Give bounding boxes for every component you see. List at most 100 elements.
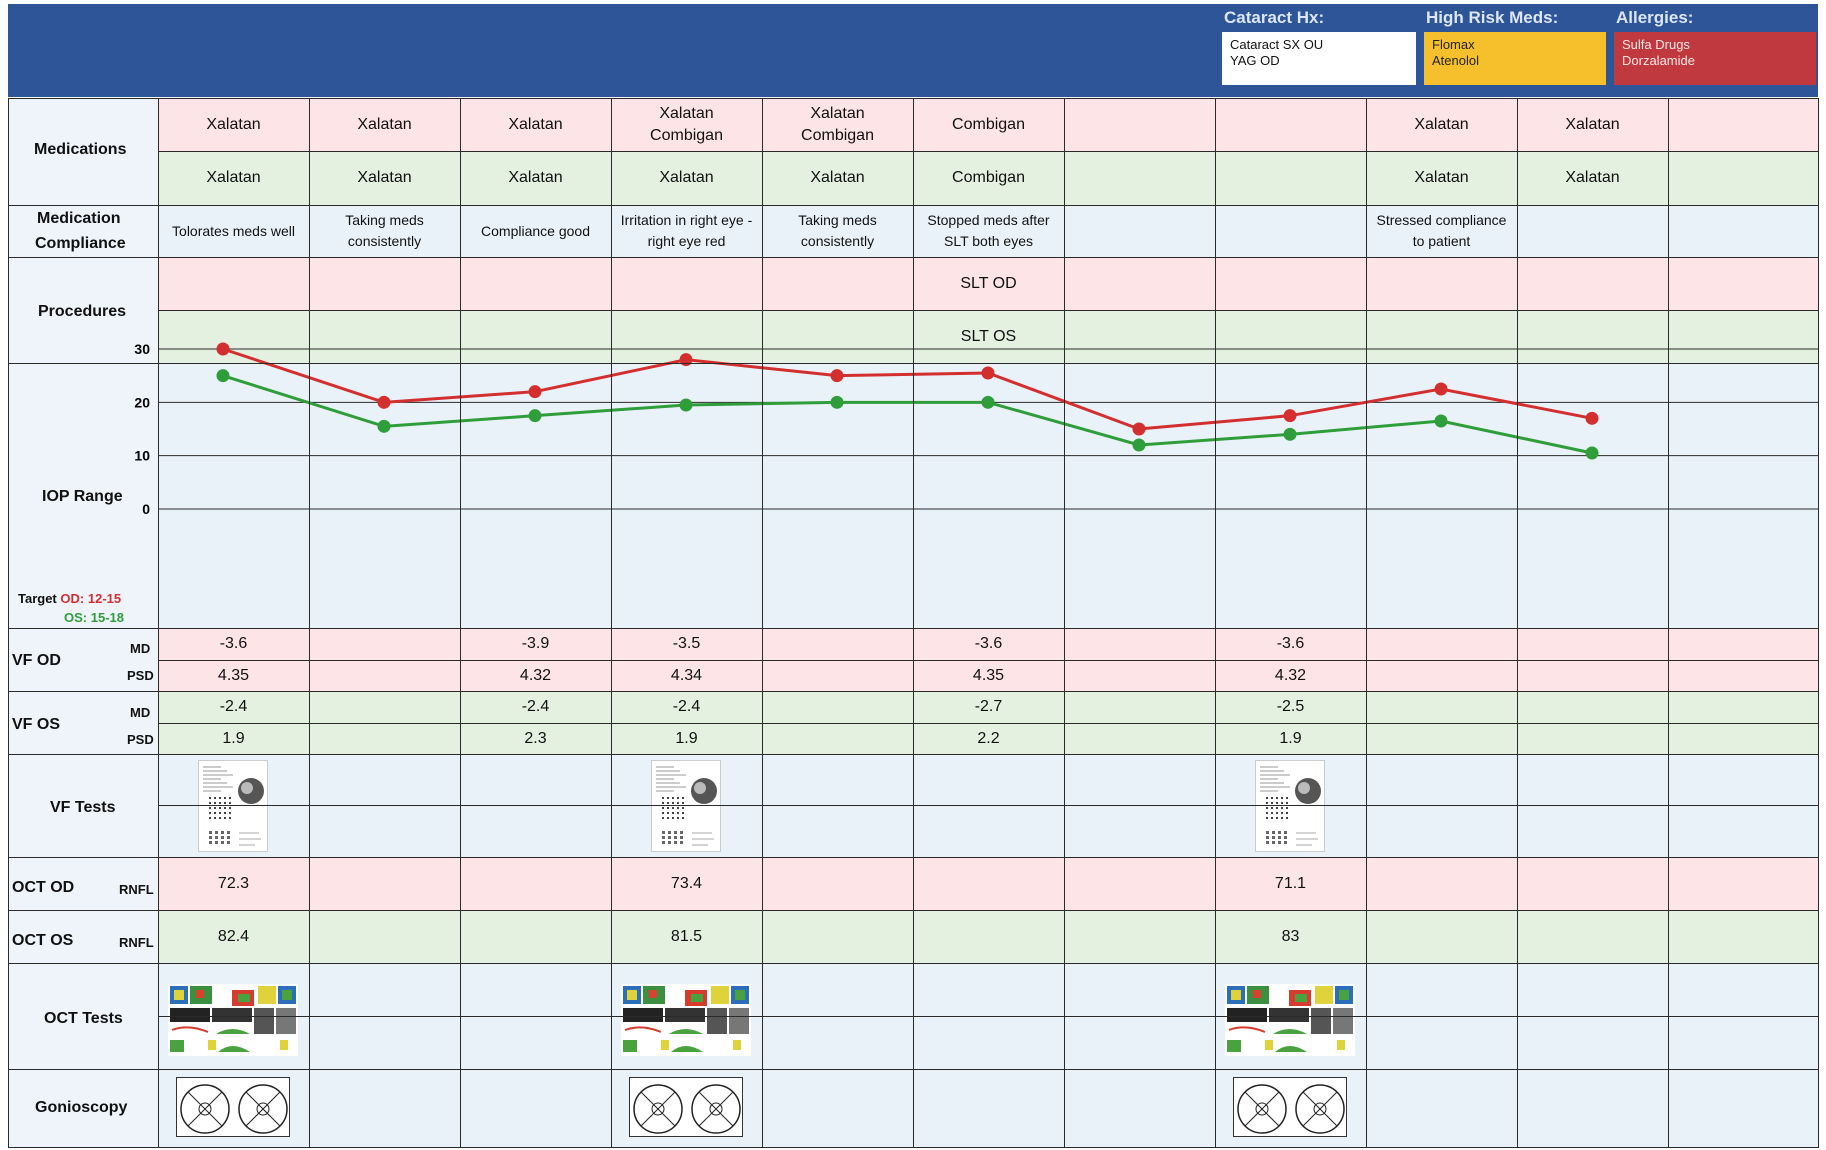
grid-cell-bg: [158, 857, 309, 910]
gonioscopy-diagram-thumbnail[interactable]: [629, 1077, 743, 1137]
oct-report-thumbnail[interactable]: [621, 984, 751, 1056]
grid-cell-bg: [762, 257, 913, 310]
iop-od-point[interactable]: [1283, 409, 1297, 423]
medication-od-cell[interactable]: Xalatan: [1517, 98, 1668, 151]
vf-od-md-cell[interactable]: -3.5: [672, 635, 701, 652]
medication-os-cell[interactable]: Xalatan: [460, 151, 611, 205]
target-od-label: OD:: [60, 591, 85, 606]
vf-os-psd-cell[interactable]: 1.9: [675, 729, 698, 747]
compliance-cell[interactable]: Taking meds consistently: [762, 205, 913, 257]
compliance-cell[interactable]: Stopped meds after SLT both eyes: [913, 205, 1064, 257]
vf-os-psd-cell[interactable]: 1.9: [1279, 729, 1302, 747]
iop-od-point[interactable]: [528, 385, 542, 399]
vf-os-md-cell[interactable]: -2.4: [521, 698, 550, 715]
medication-od-cell[interactable]: Xalatan: [309, 98, 460, 151]
iop-os-point[interactable]: [1132, 438, 1146, 452]
compliance-cell[interactable]: Stressed compliance to patient: [1366, 205, 1517, 257]
visual-field-report-thumbnail[interactable]: [198, 760, 268, 852]
iop-os-point[interactable]: [216, 369, 230, 383]
iop-os-point[interactable]: [981, 395, 995, 409]
procedure-od-cell[interactable]: SLT OD: [960, 274, 1017, 292]
grid-cell-bg: [460, 363, 611, 628]
medication-os-cell[interactable]: Xalatan: [611, 151, 762, 205]
vf-os-psd-cell[interactable]: 2.2: [977, 729, 1000, 747]
iop-od-point[interactable]: [830, 369, 844, 383]
gonioscopy-diagram-thumbnail[interactable]: [176, 1077, 290, 1137]
vf-od-psd-cell[interactable]: 4.32: [1274, 666, 1307, 684]
iop-od-point[interactable]: [1434, 382, 1448, 396]
allergy-item: Sulfa Drugs: [1622, 37, 1690, 52]
compliance-cell[interactable]: Taking meds consistently: [309, 205, 460, 257]
oct-report-thumbnail[interactable]: [1225, 984, 1355, 1056]
grid-cell-bg: [1215, 98, 1366, 151]
compliance-cell[interactable]: Compliance good: [460, 205, 611, 257]
iop-od-point[interactable]: [981, 366, 995, 380]
compliance-cell[interactable]: Irritation in right eye - right eye red: [611, 205, 762, 257]
vf-os-psd-cell[interactable]: 1.9: [222, 729, 245, 747]
iop-os-point[interactable]: [1434, 414, 1448, 428]
iop-os-point[interactable]: [377, 419, 391, 433]
iop-od-point[interactable]: [377, 395, 391, 409]
gonioscopy-diagram-thumbnail[interactable]: [1233, 1077, 1347, 1137]
vf-os-md-cell[interactable]: -2.4: [672, 698, 701, 715]
iop-od-point[interactable]: [1585, 411, 1599, 425]
grid-cell-bg: [309, 723, 460, 754]
vf-od-md-cell[interactable]: -3.6: [1276, 635, 1305, 652]
grid-cell-bg: [158, 151, 309, 205]
grid-cell-bg: [1064, 151, 1215, 205]
visual-field-report-thumbnail[interactable]: [1255, 760, 1325, 852]
medication-od-cell[interactable]: Xalatan: [460, 98, 611, 151]
oct-report-thumbnail[interactable]: [168, 984, 298, 1056]
oct-os-rnfl-cell[interactable]: 82.4: [217, 927, 250, 945]
visual-field-report-thumbnail[interactable]: [651, 760, 721, 852]
medication-od-cell[interactable]: Xalatan: [158, 98, 309, 151]
compliance-cell[interactable]: Tolorates meds well: [158, 205, 309, 257]
medication-os-cell[interactable]: Xalatan: [309, 151, 460, 205]
oct-od-rnfl-cell[interactable]: 72.3: [217, 874, 250, 892]
vf-os-md-cell[interactable]: -2.4: [219, 698, 248, 715]
vf-od-psd-cell[interactable]: 4.35: [217, 666, 250, 684]
grid-cell-bg: [611, 151, 762, 205]
vf-od-psd-cell[interactable]: 4.32: [519, 666, 552, 684]
iop-od-point[interactable]: [216, 342, 230, 356]
vf-os-md-cell[interactable]: -2.7: [974, 698, 1003, 715]
grid-cell-bg: [460, 723, 611, 754]
vf-os-md-cell[interactable]: -2.5: [1276, 698, 1305, 715]
vf-os-psd-cell[interactable]: 2.3: [524, 729, 547, 747]
iop-od-point[interactable]: [679, 353, 693, 367]
medication-od-cell[interactable]: Xalatan Combigan: [762, 98, 913, 151]
grid-cell-bg: [460, 660, 611, 691]
oct-os-rnfl-cell[interactable]: 83: [1281, 927, 1300, 945]
vf-od-md-cell[interactable]: -3.6: [974, 635, 1003, 652]
iop-os-point[interactable]: [1283, 427, 1297, 441]
procedure-os-cell[interactable]: SLT OS: [960, 327, 1017, 345]
iop-os-point[interactable]: [1585, 446, 1599, 460]
iop-os-point[interactable]: [830, 395, 844, 409]
medication-od-cell[interactable]: Xalatan: [1366, 98, 1517, 151]
medication-os-cell[interactable]: Xalatan: [1517, 151, 1668, 205]
medication-os-cell-line: Xalatan: [1414, 169, 1469, 186]
iop-od-point[interactable]: [1132, 422, 1146, 436]
compliance-cell-line: Stressed compliance: [1376, 212, 1507, 228]
grid-cell-bg: [460, 910, 611, 963]
medication-od-cell[interactable]: Combigan: [913, 98, 1064, 151]
medication-os-cell[interactable]: Xalatan: [762, 151, 913, 205]
compliance-cell-line: Compliance good: [481, 222, 590, 239]
medication-os-cell[interactable]: Xalatan: [1366, 151, 1517, 205]
oct-od-rnfl-cell[interactable]: 73.4: [670, 874, 703, 892]
medication-od-cell-line: Xalatan: [1565, 115, 1620, 133]
vf-od-psd-cell[interactable]: 4.34: [670, 666, 703, 684]
iop-os-point[interactable]: [679, 398, 693, 412]
grid-cell-bg: [1517, 660, 1668, 691]
iop-os-point[interactable]: [528, 409, 542, 423]
vf-od-md-cell[interactable]: -3.6: [219, 635, 248, 652]
medication-os-cell[interactable]: Xalatan: [158, 151, 309, 205]
oct-od-rnfl-cell[interactable]: 71.1: [1274, 874, 1307, 892]
oct-os-rnfl-cell[interactable]: 81.5: [670, 927, 703, 945]
grid-cell-bg: [1517, 857, 1668, 910]
vf-od-psd-cell[interactable]: 4.35: [972, 666, 1005, 684]
medication-od-cell[interactable]: Xalatan Combigan: [611, 98, 762, 151]
gonioscopy-label: Gonioscopy: [35, 1099, 128, 1116]
vf-od-md-cell[interactable]: -3.9: [521, 635, 550, 652]
medication-os-cell[interactable]: Combigan: [913, 151, 1064, 205]
